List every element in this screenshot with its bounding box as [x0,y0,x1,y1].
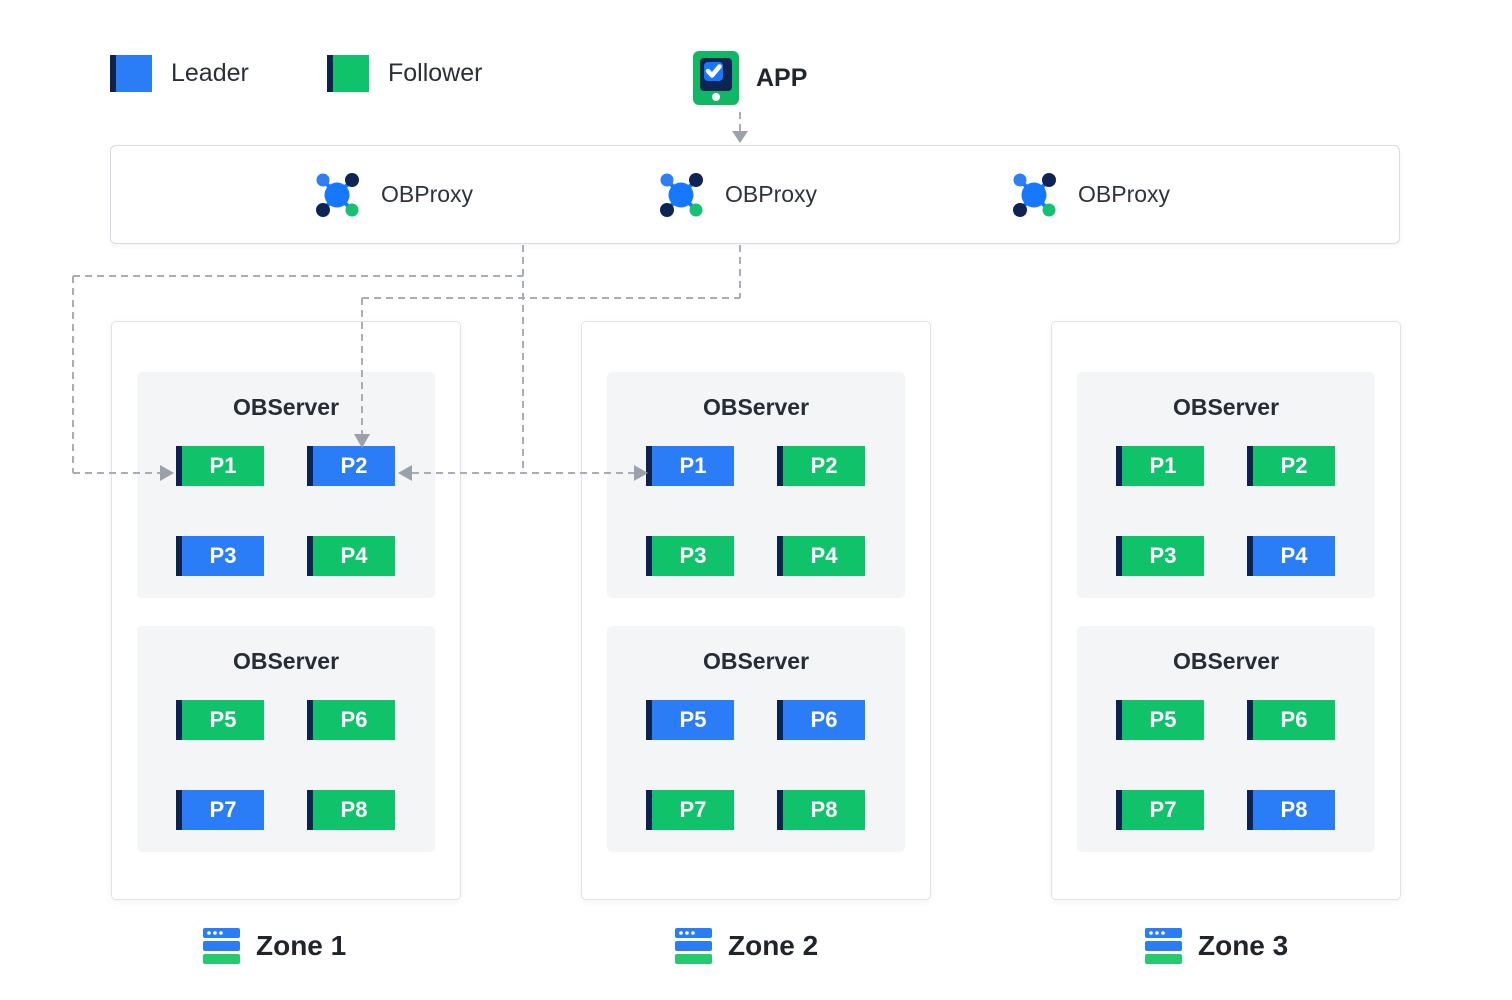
arrowhead-down-proxy [732,131,748,143]
zone-label-group-3: Zone 3 [1145,925,1288,967]
partition-z1-p8: P8 [307,790,395,830]
obproxy-node-3: OBProxy [1011,146,1170,243]
obproxy-network-icon [316,173,359,217]
legend-label-leader: Leader [171,58,249,87]
partition-z3-p4: P4 [1247,536,1335,576]
observer-title: OBServer [702,648,810,674]
zone-box-2: OBServer P1 P2 P3 P4 OBServer P5 P6 P7 P… [581,321,931,900]
partition-z2-p7: P7 [646,790,734,830]
observer-card: OBServer P5 P6 P7 P8 [1077,626,1375,852]
leader-swatch [110,54,152,92]
observer-card: OBServer P5 P6 P7 P8 [137,626,435,852]
obproxy-network-icon [1013,173,1056,217]
partition-z1-p4: P4 [307,536,395,576]
partition-z2-p4: P4 [777,536,865,576]
app-node: APP [693,51,807,105]
partition-z1-p2: P2 [307,446,395,486]
partition-z3-p5: P5 [1116,700,1204,740]
zone-box-1: OBServer P1 P2 P3 P4 OBServer P5 P6 P7 P… [111,321,461,900]
legend-label-follower: Follower [388,58,483,87]
partition-z1-p7: P7 [176,790,264,830]
observer-card: OBServer P1 P2 P3 P4 [1077,372,1375,598]
observer-title: OBServer [232,648,340,674]
zone-label-group-1: Zone 1 [203,925,346,967]
obproxy-label: OBProxy [381,181,474,207]
partition-z1-p3: P3 [176,536,264,576]
obproxy-label: OBProxy [1078,181,1171,207]
zone-label-group-2: Zone 2 [675,925,818,967]
observer-title: OBServer [232,394,340,420]
app-label: APP [756,63,808,92]
zone-label: Zone 1 [256,930,347,961]
zone-label: Zone 3 [1198,930,1289,961]
obproxy-node-1: OBProxy [314,146,473,243]
app-phone-icon [693,51,739,105]
follower-swatch [327,54,369,92]
partition-z3-p3: P3 [1116,536,1204,576]
zone-server-icon [1145,927,1182,964]
partition-z2-p8: P8 [777,790,865,830]
obproxy-network-icon [660,173,703,217]
partition-z3-p2: P2 [1247,446,1335,486]
zone-server-icon [675,927,712,964]
partition-z1-p6: P6 [307,700,395,740]
partition-z2-p6: P6 [777,700,865,740]
partition-z2-p1: P1 [646,446,734,486]
legend-item-leader: Leader [110,54,249,92]
partition-z3-p1: P1 [1116,446,1204,486]
partition-z2-p2: P2 [777,446,865,486]
partition-z3-p8: P8 [1247,790,1335,830]
partition-z2-p3: P3 [646,536,734,576]
obproxy-label: OBProxy [725,181,818,207]
partition-z3-p7: P7 [1116,790,1204,830]
partition-z2-p5: P5 [646,700,734,740]
obproxy-panel: OBProxy OBProxy [110,145,1400,244]
zone-box-3: OBServer P1 P2 P3 P4 OBServer P5 P6 P7 P… [1051,321,1401,900]
obproxy-node-2: OBProxy [658,146,817,243]
observer-title: OBServer [702,394,810,420]
observer-title: OBServer [1172,648,1280,674]
legend-item-follower: Follower [327,54,482,92]
zone-server-icon [203,927,240,964]
observer-title: OBServer [1172,394,1280,420]
partition-z1-p1: P1 [176,446,264,486]
observer-card: OBServer P1 P2 P3 P4 [607,372,905,598]
partition-z3-p6: P6 [1247,700,1335,740]
observer-card: OBServer P1 P2 P3 P4 [137,372,435,598]
observer-card: OBServer P5 P6 P7 P8 [607,626,905,852]
partition-z1-p5: P5 [176,700,264,740]
zone-label: Zone 2 [728,930,819,961]
